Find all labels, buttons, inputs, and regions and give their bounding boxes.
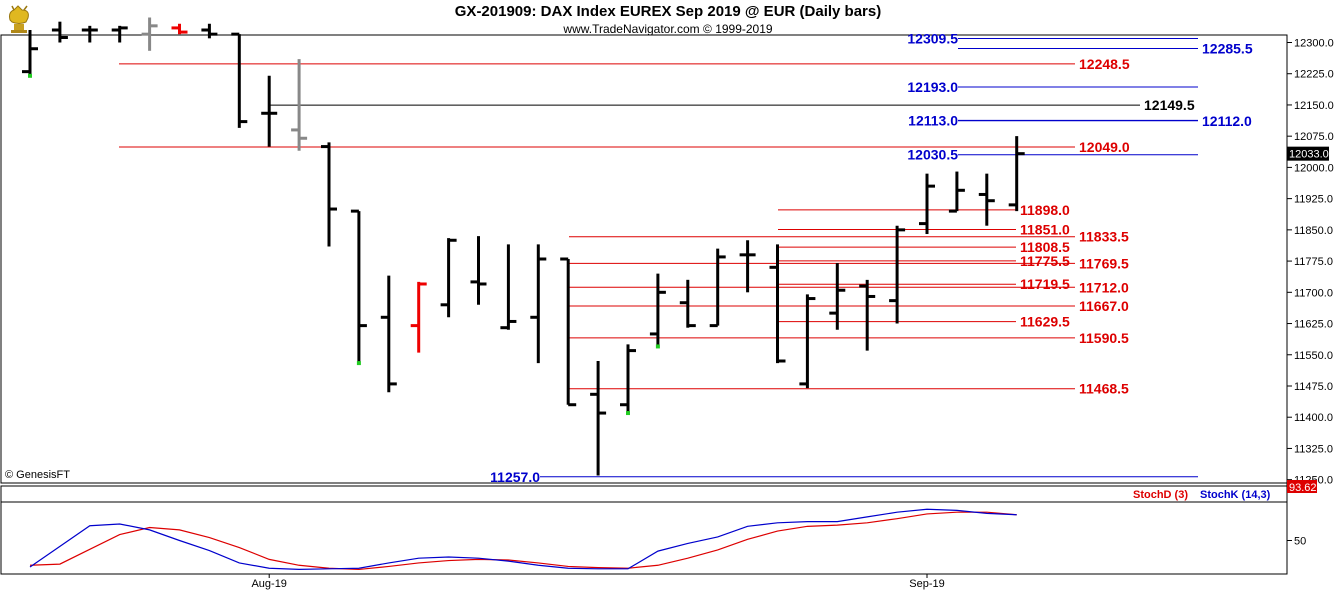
- x-tick-label-Aug-19: Aug-19: [251, 578, 286, 590]
- watermark-text: © GenesisFT: [5, 469, 70, 481]
- date-axis: Aug-19 Sep-19: [251, 574, 945, 590]
- signal-mark-20: [626, 411, 630, 416]
- level-label-11898.0: 11898.0: [1020, 202, 1070, 218]
- chart-title: GX-201909: DAX Index EUREX Sep 2019 @ EU…: [454, 3, 882, 20]
- gold-bull-trophy-icon: [9, 5, 29, 33]
- level-label-11833.5: 11833.5: [1079, 229, 1129, 245]
- level-label-11712.0: 11712.0: [1079, 279, 1129, 295]
- y-tick-label-12150: 12150.0: [1294, 100, 1334, 112]
- ohlc-bars: [22, 17, 1025, 476]
- level-label-12285.5: 12285.5: [1202, 41, 1253, 57]
- stochastic-panel: 50 StochD (3) StochK (14,3) 93.62: [29, 480, 1317, 571]
- stoch-last-value-label: 93.62: [1289, 482, 1317, 494]
- level-label-12112.0: 12112.0: [1202, 113, 1252, 129]
- level-label-11775.5: 11775.5: [1020, 253, 1070, 269]
- price-levels: 12309.5 12285.5 12248.5 12193.0 12149.5 12113…: [119, 31, 1253, 485]
- level-label-12113.0: 12113.0: [908, 112, 958, 128]
- signal-mark-11: [356, 361, 361, 366]
- level-label-12049.0: 12049.0: [1079, 139, 1130, 155]
- stoch-d-legend: StochD (3): [1133, 489, 1188, 501]
- stoch-line-red: [29, 511, 1017, 571]
- stoch-k-legend: StochK (14,3): [1200, 489, 1271, 501]
- x-tick-label-Sep-19: Sep-19: [909, 578, 944, 590]
- level-label-11851.0: 11851.0: [1020, 221, 1070, 237]
- level-label-11468.5: 11468.5: [1079, 381, 1129, 397]
- level-label-11590.5: 11590.5: [1079, 330, 1129, 346]
- level-label-12248.5: 12248.5: [1079, 56, 1130, 72]
- y-tick-label-11775: 11775.0: [1294, 256, 1333, 268]
- level-label-12149.5: 12149.5: [1144, 97, 1195, 113]
- signal-mark-21: [655, 344, 660, 349]
- ind-tick-label-50: 50: [1294, 536, 1306, 548]
- chart-subtitle: www.TradeNavigator.com © 1999-2019: [563, 22, 773, 36]
- level-label-12193.0: 12193.0: [907, 79, 958, 95]
- y-tick-label-11400: 11400.0: [1294, 412, 1333, 424]
- signal-mark-0: [28, 73, 32, 78]
- level-label-11667.0: 11667.0: [1079, 298, 1129, 314]
- level-label-11769.5: 11769.5: [1079, 255, 1129, 271]
- level-label-11629.5: 11629.5: [1020, 314, 1070, 330]
- price-axis: 11250.011325.011400.011475.011550.011625…: [1287, 37, 1334, 487]
- level-label-11808.5: 11808.5: [1020, 239, 1070, 255]
- indicator-panel-border: [0, 485, 1288, 575]
- y-tick-label-11550: 11550.0: [1294, 350, 1333, 362]
- y-tick-label-12000: 12000.0: [1294, 162, 1334, 174]
- stoch-line-blue: [29, 508, 1017, 571]
- level-label-11719.5: 11719.5: [1020, 276, 1070, 292]
- last-price-label: 12033.0: [1289, 149, 1329, 161]
- y-tick-label-11325: 11325.0: [1294, 443, 1333, 455]
- level-label-12030.5: 12030.5: [907, 147, 958, 163]
- y-tick-label-11700: 11700.0: [1294, 287, 1333, 299]
- level-label-11257.0: 11257.0: [490, 469, 540, 485]
- y-tick-label-12300: 12300.0: [1294, 37, 1334, 49]
- last-price-box: [1287, 146, 1329, 161]
- level-label-12309.5: 12309.5: [907, 31, 958, 47]
- y-tick-label-11850: 11850.0: [1294, 225, 1333, 237]
- y-tick-label-12225: 12225.0: [1294, 69, 1334, 81]
- y-tick-label-12075: 12075.0: [1294, 131, 1334, 143]
- y-tick-label-11925: 11925.0: [1294, 194, 1333, 206]
- y-tick-label-11625: 11625.0: [1294, 319, 1333, 331]
- stoch-last-value-box: [1287, 480, 1317, 493]
- y-tick-label-11475: 11475.0: [1294, 381, 1333, 393]
